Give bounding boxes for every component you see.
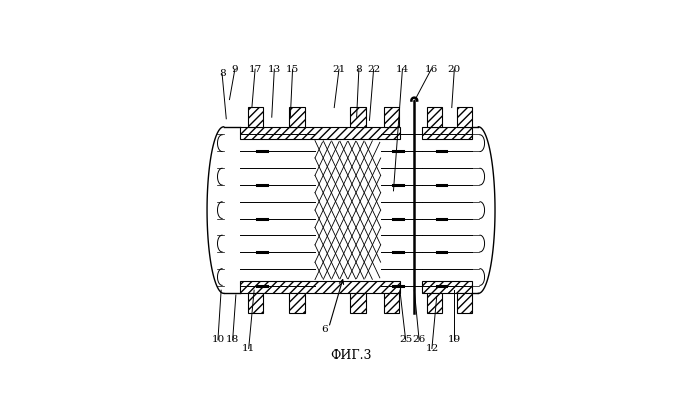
Bar xyxy=(289,107,305,127)
Bar xyxy=(240,281,400,293)
Bar xyxy=(384,293,399,313)
Text: 10: 10 xyxy=(211,335,224,344)
Text: 25: 25 xyxy=(399,335,412,344)
Bar xyxy=(457,293,473,313)
Text: 6: 6 xyxy=(322,325,328,334)
Text: 16: 16 xyxy=(425,64,438,74)
Text: 14: 14 xyxy=(396,64,409,74)
Text: 8: 8 xyxy=(356,64,362,74)
Bar xyxy=(457,107,473,127)
Text: 20: 20 xyxy=(447,64,461,74)
Bar xyxy=(350,107,366,127)
Text: 21: 21 xyxy=(333,64,345,74)
Text: 26: 26 xyxy=(412,335,426,344)
Bar xyxy=(427,293,442,313)
Text: 15: 15 xyxy=(286,64,299,74)
Bar xyxy=(422,127,472,139)
Text: 13: 13 xyxy=(268,64,281,74)
Text: 11: 11 xyxy=(242,344,255,353)
Bar xyxy=(240,127,400,139)
Text: 17: 17 xyxy=(248,64,261,74)
Text: 18: 18 xyxy=(226,335,239,344)
Bar xyxy=(289,293,305,313)
Text: 9: 9 xyxy=(231,64,238,74)
Bar xyxy=(247,293,263,313)
Bar xyxy=(427,107,442,127)
Text: 8: 8 xyxy=(219,69,225,79)
Text: 12: 12 xyxy=(425,344,438,353)
Text: ФИГ.3: ФИГ.3 xyxy=(331,349,372,362)
Bar xyxy=(350,293,366,313)
Text: 22: 22 xyxy=(367,64,380,74)
Bar xyxy=(247,107,263,127)
Bar xyxy=(422,281,472,293)
Bar xyxy=(384,107,399,127)
Text: 19: 19 xyxy=(447,335,461,344)
